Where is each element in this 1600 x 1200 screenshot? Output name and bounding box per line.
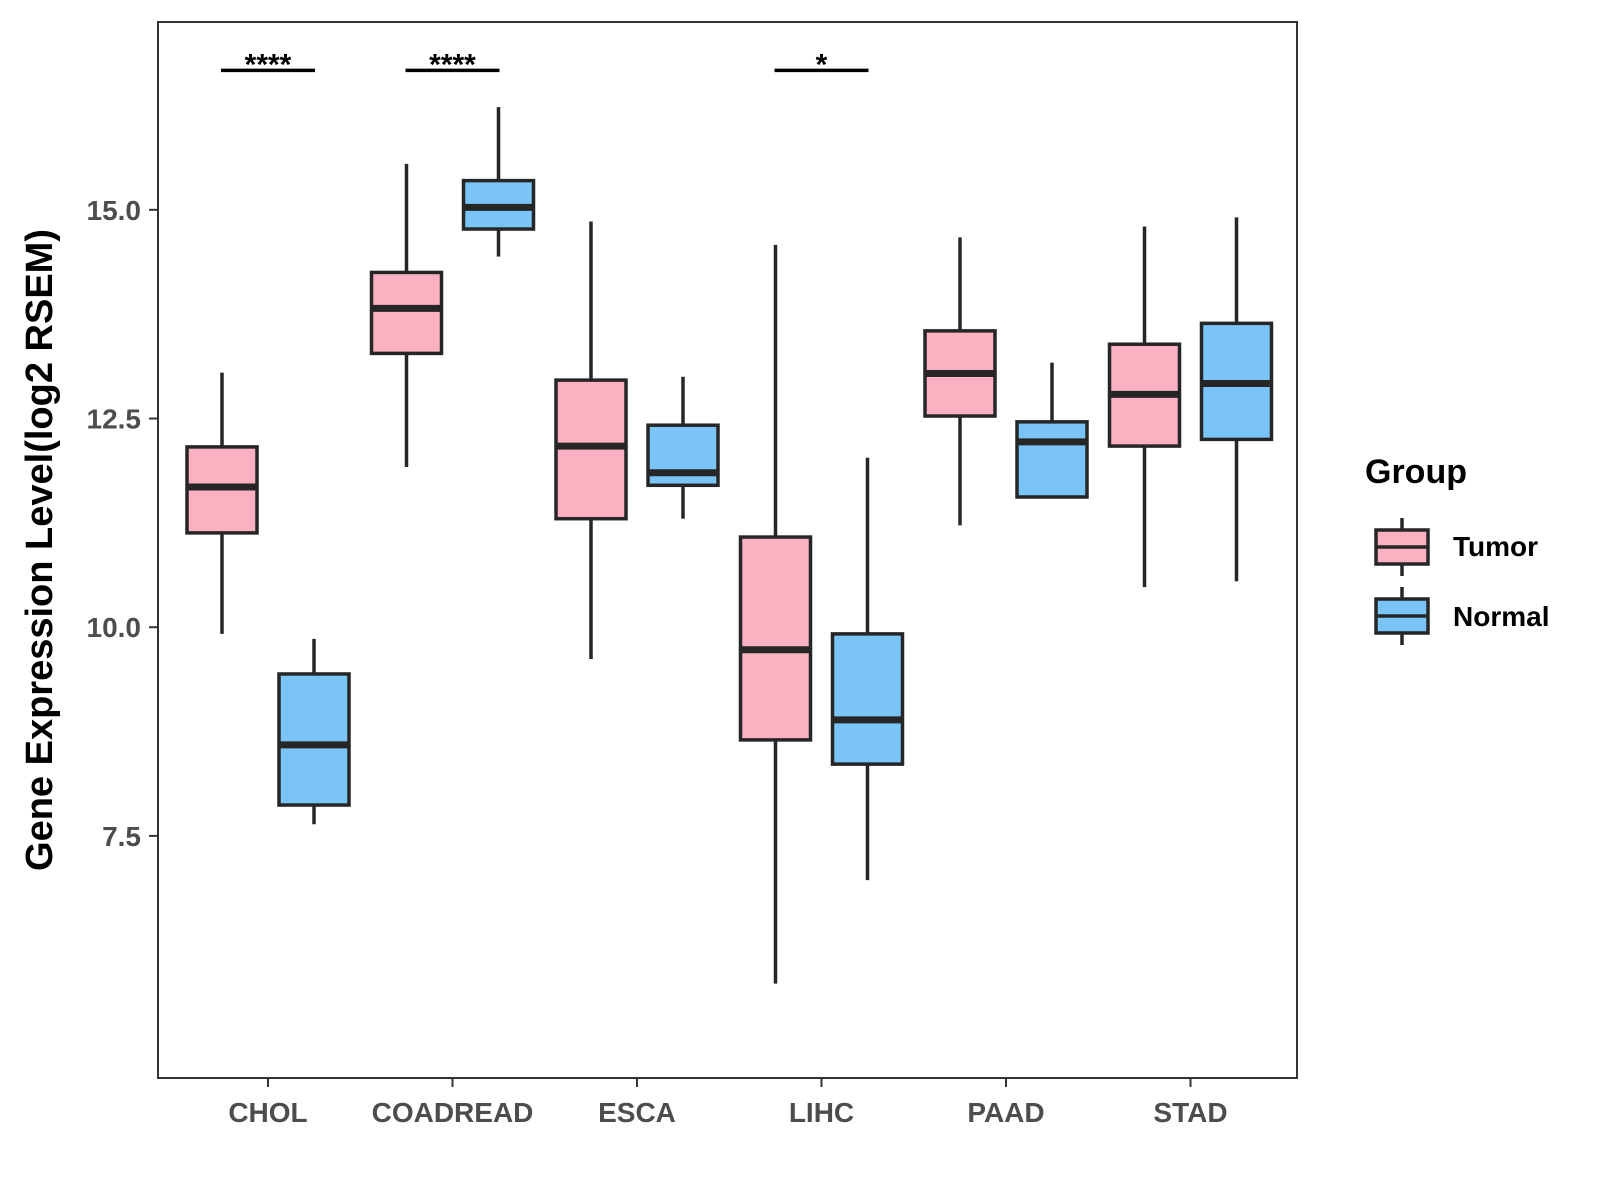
box-iqr (738, 535, 813, 742)
x-tick-label: CHOL (228, 1097, 307, 1128)
legend-keys (1374, 518, 1430, 645)
box-normal-chol (277, 638, 351, 825)
legend: Group Tumor Normal (1365, 453, 1549, 645)
box-normal-esca (646, 376, 720, 519)
boxes-layer (185, 107, 1274, 984)
box-iqr (369, 270, 444, 356)
x-tick-label: STAD (1153, 1097, 1227, 1128)
y-tick-label: 15.0 (87, 195, 142, 226)
legend-label-normal: Normal (1453, 601, 1549, 632)
box-iqr (1015, 420, 1089, 499)
significance-label: **** (429, 48, 476, 81)
x-tick-label: PAAD (967, 1097, 1044, 1128)
box-tumor-esca (554, 221, 628, 659)
x-axis: CHOL COADREAD ESCA LIHC PAAD STAD (228, 1078, 1228, 1128)
box-normal-stad (1199, 217, 1274, 582)
legend-key-tumor (1374, 518, 1430, 576)
box-iqr (277, 672, 351, 807)
box-normal-paad (1015, 362, 1089, 499)
x-tick-label: ESCA (598, 1097, 676, 1128)
y-tick-label: 10.0 (87, 612, 142, 643)
box-normal-lihc (830, 457, 905, 881)
box-tumor-chol (185, 372, 259, 634)
plot-panel (157, 21, 1298, 1079)
annotations-layer: **** **** * (221, 48, 869, 81)
legend-key-normal (1374, 587, 1430, 645)
legend-label-tumor: Tumor (1453, 531, 1538, 562)
box-iqr (830, 632, 905, 766)
legend-title: Group (1365, 453, 1467, 491)
x-tick-label: COADREAD (372, 1097, 534, 1128)
y-tick-label: 12.5 (87, 404, 142, 435)
y-tick-label: 7.5 (102, 821, 141, 852)
significance-label: * (816, 48, 828, 81)
x-tick-label: LIHC (789, 1097, 854, 1128)
y-axis-title: Gene Expression Level(log2 RSEM) (19, 229, 61, 871)
box-iqr (646, 423, 720, 488)
box-tumor-lihc (738, 244, 813, 984)
box-tumor-coadread (369, 163, 444, 467)
box-normal-coadread (461, 107, 536, 257)
box-tumor-paad (923, 237, 997, 526)
y-axis: 7.5 10.0 12.5 15.0 (87, 195, 158, 852)
significance-label: **** (245, 48, 292, 81)
box-tumor-stad (1107, 226, 1182, 588)
